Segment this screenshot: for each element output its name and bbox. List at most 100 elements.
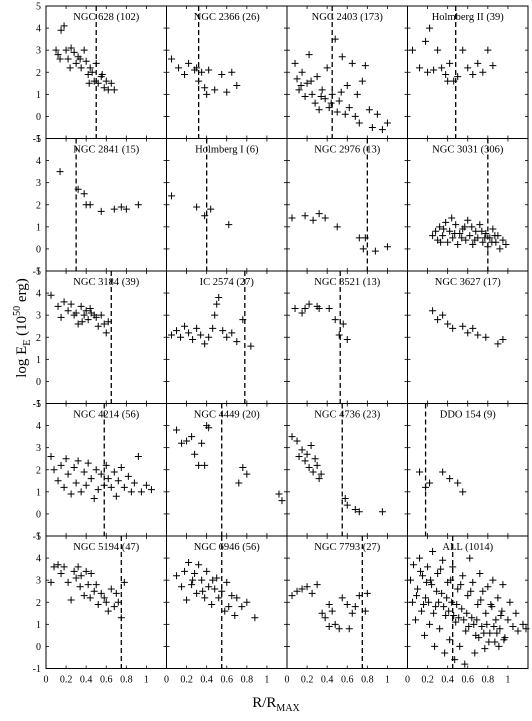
data-point — [70, 48, 78, 56]
data-point — [98, 70, 106, 78]
data-point — [70, 464, 78, 472]
data-point — [74, 185, 82, 193]
data-point — [76, 583, 84, 591]
data-point — [193, 64, 201, 72]
data-point — [173, 572, 181, 580]
x-tick-label: 0.2 — [421, 675, 434, 686]
data-point — [203, 90, 211, 98]
data-point — [462, 627, 470, 635]
data-point — [441, 649, 449, 657]
panel-title: NGC 4214 (56) — [73, 410, 139, 421]
y-tick-label: 3 — [36, 443, 41, 454]
data-point — [452, 618, 460, 626]
data-point — [301, 457, 309, 465]
data-point — [47, 453, 55, 460]
data-point — [317, 93, 325, 101]
data-point — [77, 572, 85, 580]
data-point — [371, 247, 379, 255]
data-point — [185, 559, 193, 566]
data-point — [201, 212, 209, 220]
panel: NGC 2403 (173) — [286, 5, 408, 139]
data-point — [303, 583, 311, 591]
y-tick-label: 4 — [36, 554, 41, 565]
data-point — [345, 104, 353, 112]
data-point — [469, 324, 477, 332]
data-point — [359, 245, 367, 253]
panel: NGC 3521 (13) — [286, 270, 408, 404]
data-point — [478, 227, 486, 235]
data-point — [484, 583, 492, 591]
data-point — [514, 627, 522, 635]
data-point — [343, 501, 351, 509]
data-point — [461, 223, 469, 231]
y-tick-label: 4 — [36, 421, 41, 432]
data-point — [459, 572, 467, 580]
data-point — [453, 600, 461, 608]
data-point — [80, 46, 88, 54]
data-point — [221, 607, 229, 615]
data-point — [307, 77, 315, 85]
data-point — [439, 468, 447, 476]
data-point — [437, 565, 445, 573]
data-point — [66, 64, 74, 72]
data-point — [94, 600, 102, 608]
data-point — [499, 581, 507, 589]
data-point — [92, 581, 100, 589]
panel-frame — [286, 138, 408, 272]
data-point — [463, 609, 471, 617]
data-point — [117, 203, 125, 211]
data-point — [361, 607, 369, 615]
y-tick-label: 1 — [36, 355, 41, 366]
x-axis-label: R/RMAX — [252, 695, 300, 714]
data-point — [251, 614, 259, 622]
data-point — [92, 466, 100, 474]
data-point — [47, 578, 55, 586]
data-point — [446, 636, 454, 644]
data-point — [446, 59, 454, 67]
panel-frame — [45, 403, 167, 537]
data-point — [208, 600, 216, 608]
panel-title: ALL (1014) — [442, 542, 493, 553]
data-point — [177, 333, 185, 341]
panel-title: IC 2574 (27) — [200, 277, 255, 288]
data-point — [288, 433, 296, 441]
data-point — [205, 424, 213, 432]
data-point — [62, 455, 70, 463]
data-point — [305, 300, 313, 308]
x-tick-label: 0 — [405, 675, 410, 686]
data-point — [496, 245, 504, 253]
data-point — [451, 229, 459, 237]
data-point — [473, 616, 481, 624]
panel-frame — [45, 270, 167, 404]
data-point — [86, 305, 94, 313]
data-point — [512, 609, 520, 617]
data-point — [64, 55, 72, 63]
data-point — [309, 216, 317, 224]
y-axis-label-sub: E — [22, 340, 33, 346]
data-point — [442, 612, 450, 619]
data-point — [84, 70, 92, 78]
data-point — [201, 461, 209, 469]
data-point — [434, 46, 442, 54]
data-point — [461, 660, 469, 668]
data-point — [433, 587, 441, 595]
data-point — [288, 214, 296, 222]
data-point — [78, 318, 86, 326]
x-tick-label: 0.8 — [482, 675, 495, 686]
data-point — [338, 594, 346, 602]
data-point — [325, 305, 333, 313]
y-tick-label: 0 — [36, 509, 41, 520]
data-point — [134, 453, 142, 460]
y-tick-label: 0 — [36, 642, 41, 653]
x-tick-label: 0.6 — [100, 675, 113, 686]
data-point — [499, 335, 507, 343]
data-point — [85, 79, 93, 87]
y-tick-label: 0 — [36, 112, 41, 123]
x-tick-label: 0.4 — [321, 675, 334, 686]
data-point — [77, 488, 85, 496]
y-tick-label: 2 — [36, 598, 41, 609]
data-point — [454, 73, 462, 81]
data-point — [102, 461, 110, 469]
data-point — [90, 494, 98, 502]
